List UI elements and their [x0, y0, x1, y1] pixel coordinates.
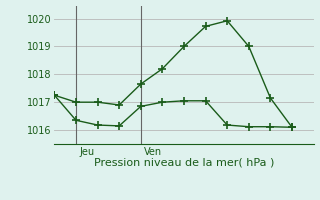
Text: Ven: Ven: [144, 147, 162, 157]
X-axis label: Pression niveau de la mer( hPa ): Pression niveau de la mer( hPa ): [94, 158, 274, 168]
Text: Jeu: Jeu: [79, 147, 94, 157]
